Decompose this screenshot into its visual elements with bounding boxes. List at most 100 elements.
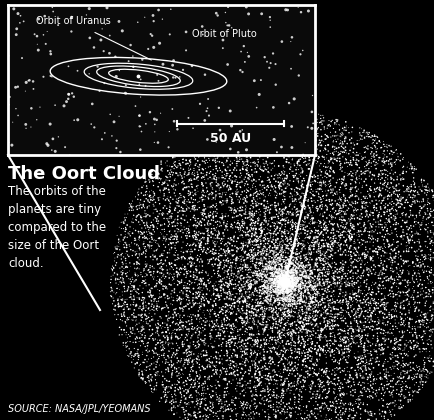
Point [238, 285, 245, 291]
Point [383, 157, 390, 164]
Point [264, 275, 271, 282]
Point [181, 171, 188, 178]
Point [263, 279, 270, 286]
Point [155, 194, 161, 201]
Point [254, 220, 261, 227]
Point [223, 343, 230, 349]
Point [262, 413, 269, 420]
Point [380, 282, 387, 289]
Point [177, 162, 184, 168]
Point [256, 249, 263, 255]
Point [242, 198, 249, 205]
Point [353, 276, 360, 282]
Point [391, 190, 398, 197]
Point [263, 305, 270, 312]
Point [283, 313, 290, 320]
Point [291, 275, 298, 282]
Point [302, 302, 309, 309]
Point [423, 289, 430, 296]
Point [322, 285, 329, 292]
Point [321, 318, 328, 325]
Point [282, 279, 289, 286]
Point [273, 291, 280, 297]
Point [316, 335, 323, 341]
Point [302, 270, 309, 276]
Point [269, 244, 276, 251]
Point [179, 262, 186, 268]
Point [221, 304, 228, 311]
Point [251, 349, 258, 356]
Point [160, 205, 167, 211]
Point [306, 155, 312, 161]
Point [258, 201, 265, 207]
Point [281, 282, 288, 289]
Point [244, 336, 251, 343]
Point [287, 236, 294, 242]
Point [278, 252, 285, 259]
Point [342, 330, 349, 336]
Point [324, 344, 331, 350]
Point [162, 370, 169, 376]
Point [199, 211, 206, 218]
Point [204, 246, 211, 252]
Point [341, 176, 348, 182]
Point [399, 212, 406, 219]
Point [267, 227, 274, 234]
Point [193, 369, 200, 375]
Point [347, 304, 354, 311]
Point [274, 149, 281, 156]
Point [285, 276, 292, 283]
Point [276, 261, 283, 268]
Point [280, 284, 287, 290]
Point [410, 187, 417, 194]
Point [206, 323, 213, 329]
Point [295, 275, 302, 282]
Point [335, 350, 342, 357]
Point [420, 204, 427, 210]
Point [240, 159, 247, 165]
Point [239, 291, 246, 297]
Point [150, 292, 157, 299]
Point [281, 284, 288, 291]
Point [286, 279, 293, 286]
Point [344, 415, 351, 420]
Point [213, 319, 220, 326]
Point [332, 323, 339, 329]
Point [353, 400, 360, 407]
Point [345, 377, 352, 383]
Point [252, 262, 259, 268]
Point [194, 174, 201, 181]
Point [237, 203, 244, 210]
Point [352, 169, 359, 176]
Point [307, 282, 314, 289]
Point [6, 94, 13, 100]
Point [135, 260, 142, 267]
Point [268, 294, 275, 300]
Point [142, 378, 149, 385]
Point [392, 215, 399, 222]
Point [227, 167, 233, 174]
Point [364, 252, 371, 258]
Point [271, 249, 278, 255]
Point [199, 387, 206, 394]
Point [131, 345, 138, 352]
Point [170, 160, 177, 167]
Point [187, 254, 194, 261]
Point [391, 344, 398, 350]
Point [297, 283, 304, 289]
Point [402, 199, 409, 206]
Point [122, 339, 129, 346]
Point [380, 155, 387, 162]
Point [282, 149, 289, 156]
Point [307, 221, 314, 228]
Point [282, 296, 289, 303]
Point [410, 259, 417, 265]
Point [281, 284, 288, 290]
Point [296, 402, 303, 409]
Point [389, 363, 396, 370]
Point [316, 314, 323, 320]
Point [280, 188, 287, 195]
Point [181, 200, 188, 207]
Point [264, 332, 271, 339]
Point [331, 268, 338, 274]
